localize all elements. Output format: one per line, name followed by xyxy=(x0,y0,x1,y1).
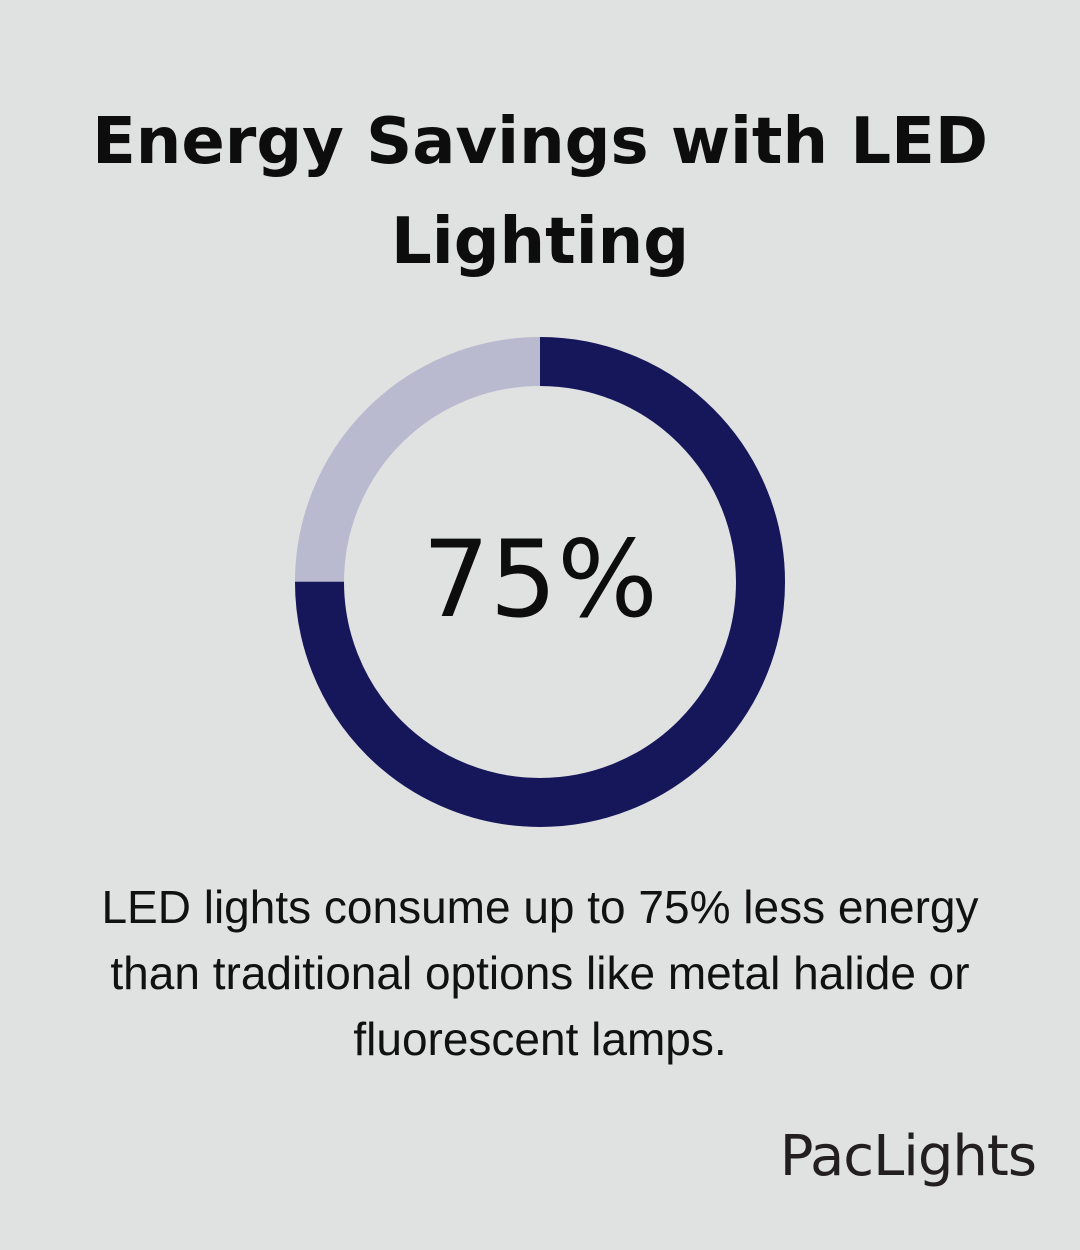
donut-segment-savings xyxy=(295,337,785,827)
paclights-logo: PacLights xyxy=(779,1124,1037,1189)
description-text: LED lights consume up to 75% less energy… xyxy=(101,881,979,1065)
donut-center-label: 75% xyxy=(422,518,658,641)
chart-title: Energy Savings with LED Lighting xyxy=(92,105,988,279)
